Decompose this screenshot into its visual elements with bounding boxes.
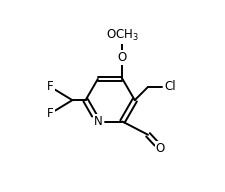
Text: OCH$_3$: OCH$_3$ bbox=[106, 28, 138, 43]
Text: Cl: Cl bbox=[163, 80, 175, 94]
Text: OCH₃: OCH₃ bbox=[106, 29, 137, 42]
Text: F: F bbox=[47, 80, 54, 94]
Text: F: F bbox=[47, 107, 54, 120]
Text: O: O bbox=[117, 51, 126, 64]
Text: N: N bbox=[93, 115, 102, 128]
Text: O: O bbox=[155, 142, 164, 155]
